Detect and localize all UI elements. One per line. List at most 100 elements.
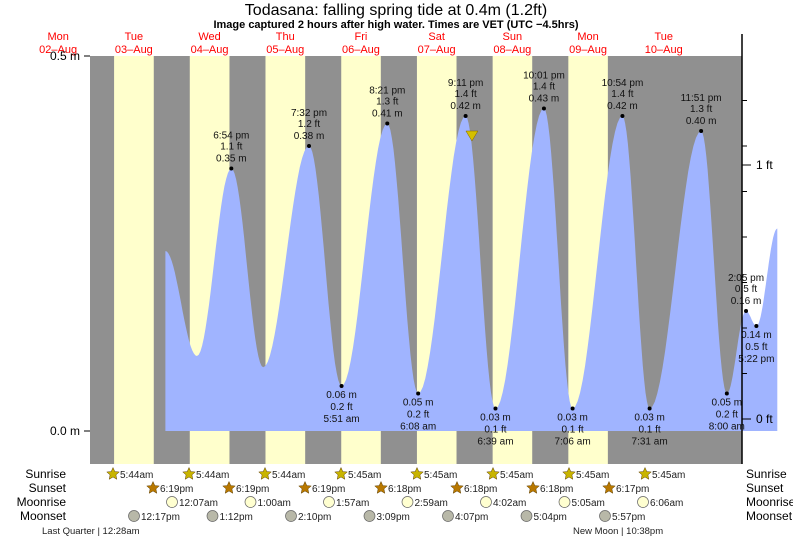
low-tide-time-label: 7:31 am [632,437,668,448]
sunrise-star-icon [562,466,576,480]
left-axis-label: 0.0 m [50,424,80,438]
moonrise-time: 1:00am [258,498,291,509]
low-tide-point [493,406,498,411]
moon-phase-label: Last Quarter | 12:28am [42,526,140,537]
date-label: 03–Aug [115,44,153,56]
moonset-moon-icon [520,510,533,522]
moonset-row-label-left: Moonset [20,509,67,523]
sunrise-time: 5:45am [424,470,457,481]
high-tide-ft-label: 1.3 ft [690,104,712,115]
day-of-week-label: Wed [198,31,220,43]
moon-phase-label: New Moon | 10:38pm [573,526,663,537]
high-tide-ft-label: 1.3 ft [376,97,398,108]
moonrise-time: 2:59am [415,498,448,509]
day-of-week-label: Sun [503,31,523,43]
sunset-row-label-left: Sunset [29,481,67,495]
date-label: 06–Aug [342,44,380,56]
high-tide-m-label: 0.40 m [686,116,717,127]
high-tide-time-label: 2:05 pm [728,273,764,284]
high-tide-time-label: 11:51 pm [681,93,722,104]
low-tide-time-label: 5:51 am [323,414,359,425]
high-tide-ft-label: 1.4 ft [454,89,476,100]
sunrise-row-label-right: Sunrise [746,467,787,481]
sunrise-time: 5:44am [120,470,153,481]
right-axis-label: 0 ft [756,412,773,426]
low-tide-m-label: 0.03 m [480,413,511,424]
moonset-moon-icon [206,510,219,522]
high-tide-time-label: 9:11 pm [448,78,483,89]
low-tide-m-label: 0.05 m [403,398,434,409]
low-tide-time-label: 6:39 am [477,437,513,448]
high-tide-m-label: 0.41 m [372,109,403,120]
high-tide-point [699,129,704,133]
low-tide-ft-label: 0.2 ft [330,402,352,413]
moonset-time: 1:12pm [220,512,253,523]
low-tide-point [724,391,729,396]
day-of-week-label: Mon [577,31,598,43]
chart-title: Todasana: falling spring tide at 0.4m (1… [245,2,547,19]
high-tide-time-label: 10:54 pm [602,78,644,89]
sunrise-star-icon [486,466,500,480]
moonset-time: 3:09pm [377,512,410,523]
sunset-star-icon [298,480,312,494]
low-tide-m-label: 0.14 m [741,330,772,341]
moonset-time: 2:10pm [298,512,331,523]
high-tide-point [744,309,749,313]
moonset-moon-icon [285,510,297,522]
low-tide-m-label: 0.06 m [326,390,357,401]
high-tide-m-label: 0.38 m [294,131,325,142]
high-tide-m-label: 0.43 m [529,94,560,105]
current-tide-marker [465,130,479,142]
sunset-time: 6:19pm [236,484,269,495]
sunrise-time: 5:45am [652,470,685,481]
day-of-week-label: Mon [47,31,68,43]
moonset-row-label-right: Moonset [746,509,793,523]
moonrise-time: 1:57am [336,498,369,509]
sunset-star-icon [450,480,464,494]
sunset-row-label-right: Sunset [746,481,784,495]
moonrise-time: 6:06am [650,498,683,509]
high-tide-point [463,114,468,118]
low-tide-point [647,406,652,411]
high-tide-point [385,121,390,126]
right-axis-label: 1 ft [756,158,773,172]
moonrise-moon-icon [637,496,649,508]
sunset-star-icon [602,480,616,494]
moonset-time: 5:57pm [612,512,645,523]
sunset-star-icon [222,480,236,494]
sunrise-star-icon [106,466,120,480]
sunrise-row-label-left: Sunrise [25,467,66,481]
low-tide-m-label: 0.03 m [557,413,588,424]
high-tide-m-label: 0.16 m [731,296,762,307]
moonrise-time: 4:02am [493,498,526,509]
daylight-band [114,56,154,464]
high-tide-m-label: 0.42 m [607,101,638,112]
day-of-week-label: Tue [654,31,673,43]
sunset-star-icon [526,480,540,494]
tide-area [165,108,778,431]
day-of-week-label: Thu [276,31,295,43]
moonrise-time: 5:05am [572,498,605,509]
high-tide-m-label: 0.42 m [450,101,481,112]
high-tide-ft-label: 1.1 ft [220,142,242,153]
sunrise-star-icon [258,466,272,480]
high-tide-point [620,114,625,118]
sunrise-time: 5:45am [348,470,381,481]
left-axis-label: 0.5 m [50,49,80,63]
low-tide-ft-label: 0.5 ft [745,342,767,353]
high-tide-time-label: 10:01 pm [523,71,565,82]
low-tide-time-label: 7:06 am [555,437,591,448]
sunrise-star-icon [182,466,196,480]
moonset-moon-icon [363,510,376,522]
sunrise-time: 5:45am [500,470,533,481]
moonrise-moon-icon [166,496,178,508]
low-tide-m-label: 0.05 m [712,398,743,409]
sunset-time: 6:18pm [540,484,573,495]
low-tide-point [570,406,575,411]
day-of-week-label: Tue [125,31,144,43]
high-tide-ft-label: 1.4 ft [533,82,555,93]
moonset-moon-icon [599,510,611,522]
sunrise-star-icon [334,466,348,480]
low-tide-ft-label: 0.2 ft [407,410,429,421]
